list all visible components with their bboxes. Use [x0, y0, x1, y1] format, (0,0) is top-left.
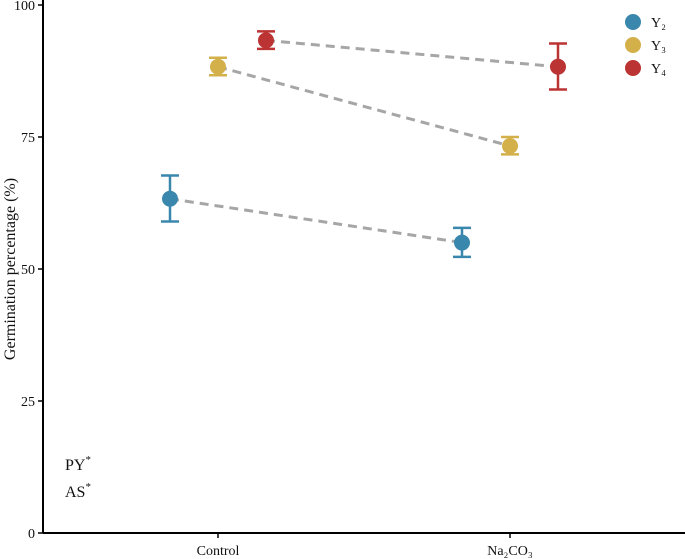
data-points: [162, 32, 566, 251]
data-point: [550, 58, 566, 75]
connector-line-3: [265, 38, 559, 69]
legend-item: Y₄: [625, 60, 666, 77]
x-tick-label: Na₂CO₃: [487, 544, 533, 559]
data-point: [454, 234, 470, 251]
y-tick-label: 25: [21, 395, 35, 410]
data-point: [258, 32, 274, 49]
annotation-text: AS*: [65, 481, 91, 501]
legend: Y₂ Y₃ Y₄: [625, 14, 666, 77]
legend-marker: [625, 37, 641, 53]
connector-line-2: [217, 65, 511, 148]
legend-item: Y₂: [625, 14, 666, 31]
legend-marker: [625, 14, 641, 30]
legend-item: Y₃: [625, 37, 666, 54]
legend-label: Y₃: [651, 39, 666, 54]
legend-label: Y₂: [651, 16, 666, 31]
connector-line-1: [169, 197, 463, 245]
data-point: [210, 58, 226, 75]
y-tick-label: 0: [28, 527, 35, 542]
data-point: [502, 137, 518, 154]
y-axis-title: Germination percentage (%): [2, 178, 19, 360]
data-point: [162, 190, 178, 207]
legend-marker: [625, 60, 641, 76]
y-tick-label: 75: [21, 131, 35, 146]
y-tick-label: 100: [14, 0, 35, 14]
y-tick-label: 50: [21, 263, 35, 278]
annotation-superscript: *: [85, 454, 91, 466]
connector-lines: [169, 38, 559, 245]
annotation-superscript: *: [85, 481, 91, 493]
legend-label: Y₄: [651, 62, 666, 77]
annotations: PY* AS*: [65, 454, 91, 501]
annotation-text: PY*: [65, 454, 91, 474]
x-tick-label: Control: [197, 544, 240, 559]
